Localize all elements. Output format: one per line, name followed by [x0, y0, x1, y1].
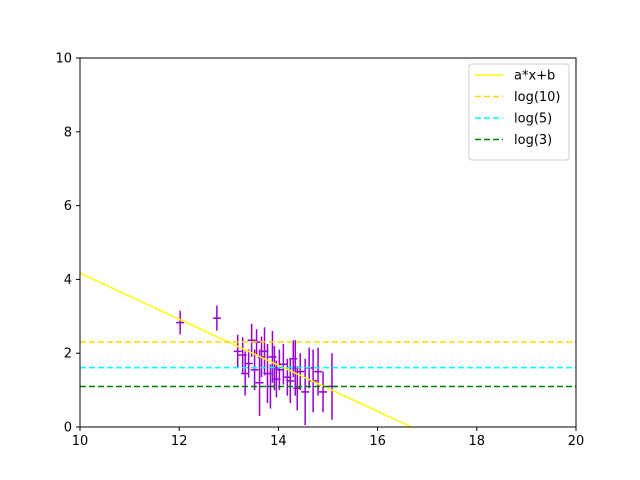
legend-label: log(3)	[514, 133, 552, 148]
errorbar-point	[212, 305, 221, 331]
errorbar-point	[286, 358, 295, 404]
errorbar-point	[255, 349, 264, 416]
plot-area	[80, 272, 576, 427]
errorbar-point	[250, 349, 259, 391]
y-tick-label: 8	[64, 125, 72, 140]
legend-box	[468, 63, 570, 161]
x-tick-label: 16	[369, 434, 386, 449]
axis-ticks: 10 12 14 16 18 20 0 2 4 6 8 10	[55, 52, 584, 450]
errorbar-point	[241, 351, 250, 396]
x-tick-label: 14	[270, 434, 287, 449]
errorbar-point	[176, 310, 185, 335]
y-tick-label: 6	[64, 199, 72, 214]
legend-label: a*x+b	[514, 69, 555, 84]
y-tick-label: 2	[64, 347, 72, 362]
errorbar-point	[233, 334, 242, 368]
series-line-a*x+b	[80, 272, 412, 427]
errorbar-point	[319, 371, 328, 413]
errorbar-point	[244, 349, 253, 378]
x-tick-label: 18	[469, 434, 486, 449]
legend-label: log(10)	[514, 90, 561, 105]
errorbar-point	[314, 347, 323, 396]
y-tick-label: 4	[64, 273, 72, 288]
x-tick-label: 10	[72, 434, 89, 449]
x-tick-label: 12	[171, 434, 188, 449]
legend: a*x+b log(10) log(5) log(3)	[468, 63, 570, 161]
errorbar-point	[296, 353, 305, 391]
y-tick-label: 0	[64, 421, 72, 436]
x-tick-label: 20	[568, 434, 585, 449]
errorbar-point	[275, 349, 284, 391]
legend-label: log(5)	[514, 112, 552, 127]
axes-frame	[79, 57, 577, 428]
y-tick-label: 10	[55, 52, 72, 67]
errorbar-point	[301, 358, 310, 426]
errorbar-point	[247, 323, 256, 357]
